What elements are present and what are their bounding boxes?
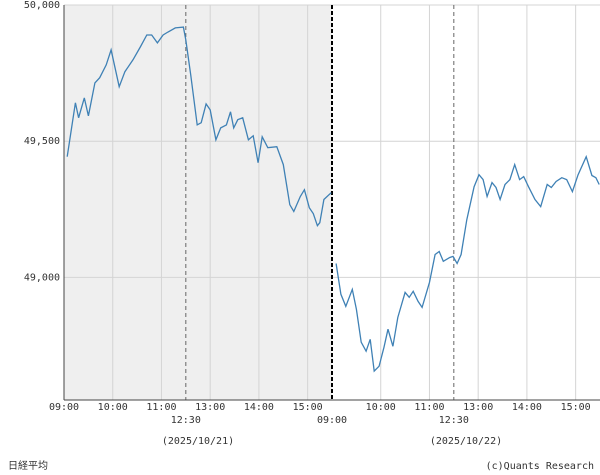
y-tick-label: 50,000 xyxy=(24,0,60,11)
price-line xyxy=(66,26,600,373)
y-tick-label: 49,000 xyxy=(24,272,60,283)
date-label: (2025/10/21) xyxy=(162,436,234,447)
x-tick-label: 10:00 xyxy=(98,402,128,413)
y-tick-label: 49,500 xyxy=(24,136,60,147)
x-tick-label: 09:00 xyxy=(49,402,79,413)
x-tick-label: 11:00 xyxy=(146,402,176,413)
shaded-session xyxy=(64,5,332,400)
x-tick-label: 12:30 xyxy=(439,415,469,426)
x-tick-label: 13:00 xyxy=(195,402,225,413)
x-tick-label: 13:00 xyxy=(463,402,493,413)
x-tick-label: 10:00 xyxy=(366,402,396,413)
x-tick-label: 15:00 xyxy=(293,402,323,413)
date-label: (2025/10/22) xyxy=(430,436,502,447)
x-tick-label: 15:00 xyxy=(561,402,591,413)
x-tick-label: 11:00 xyxy=(414,402,444,413)
x-tick-label: 14:00 xyxy=(244,402,274,413)
index-name: 日経平均 xyxy=(8,459,48,472)
source: (c)Quants Research xyxy=(486,461,594,472)
x-tick-label: 09:00 xyxy=(317,415,347,426)
x-tick-label: 12:30 xyxy=(171,415,201,426)
x-tick-label: 14:00 xyxy=(512,402,542,413)
